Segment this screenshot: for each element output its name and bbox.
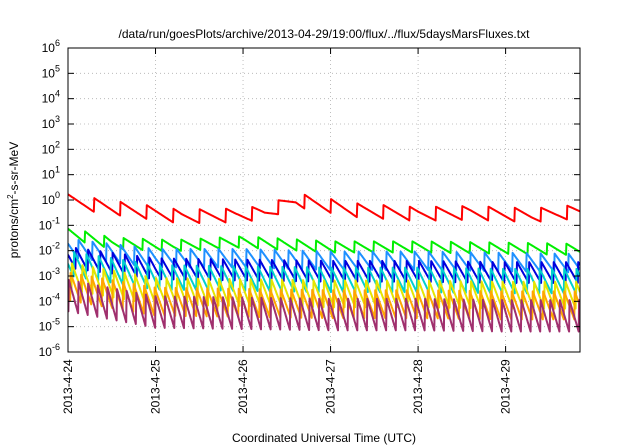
x-tick-label: 2013-4-25 xyxy=(149,359,163,414)
y-tick-label-base: 10 xyxy=(42,168,56,182)
y-tick-label-base: 10 xyxy=(39,320,53,334)
y-tick-label-exp: -2 xyxy=(52,241,60,251)
y-tick-label: 103 xyxy=(42,114,60,131)
y-tick-label-base: 10 xyxy=(39,269,53,283)
y-tick-label: 10-4 xyxy=(39,291,60,308)
y-tick-label-exp: -5 xyxy=(52,317,60,327)
y-tick-label: 10-1 xyxy=(39,215,60,232)
x-tick-label: 2013-4-26 xyxy=(236,359,250,414)
y-tick-label: 102 xyxy=(42,139,60,156)
y-tick-label: 106 xyxy=(42,38,60,55)
y-tick-label-exp: -1 xyxy=(52,215,60,225)
y-tick-label: 10-3 xyxy=(39,266,60,283)
y-tick-label-exp: -4 xyxy=(52,291,60,301)
series-line xyxy=(68,251,580,295)
series-group xyxy=(68,193,580,333)
y-tick-label-base: 10 xyxy=(42,66,56,80)
y-tick-label-exp: 1 xyxy=(55,165,60,175)
series-line xyxy=(68,193,580,224)
y-tick-label: 105 xyxy=(42,63,60,80)
y-tick-label-exp: 2 xyxy=(55,139,60,149)
y-tick-labels: 10-610-510-410-310-210-11001011021031041… xyxy=(39,38,60,359)
y-axis-label: protons/cm2-s-sr-MeV xyxy=(6,142,21,258)
x-axis-label: Coordinated Universal Time (UTC) xyxy=(232,431,416,445)
series-line xyxy=(68,279,580,333)
y-tick-label-exp: 3 xyxy=(55,114,60,124)
y-axis-label-rest: -s-sr-MeV xyxy=(7,142,21,195)
y-tick-label: 100 xyxy=(42,190,60,207)
x-tick-label: 2013-4-28 xyxy=(411,359,425,414)
y-tick-label-base: 10 xyxy=(42,41,56,55)
x-tick-label: 2013-4-29 xyxy=(499,359,513,414)
ticks xyxy=(67,47,580,353)
x-tick-labels: 2013-4-24 2013-4-25 2013-4-26 2013-4-27 2013… xyxy=(61,359,513,414)
y-tick-label-exp: 0 xyxy=(55,190,60,200)
y-tick-label: 10-2 xyxy=(39,241,60,258)
series-line xyxy=(68,271,580,321)
chart-title: /data/run/goesPlots/archive/2013-04-29/1… xyxy=(119,27,531,41)
y-tick-label-exp: 6 xyxy=(55,38,60,48)
y-tick-label-exp: 5 xyxy=(55,63,60,73)
y-tick-label-exp: 4 xyxy=(55,89,60,99)
y-tick-label: 10-5 xyxy=(39,317,60,334)
y-tick-label-exp: -3 xyxy=(52,266,60,276)
y-tick-label-exp: -6 xyxy=(52,342,60,352)
y-tick-label: 10-6 xyxy=(39,342,60,359)
y-tick-label-base: 10 xyxy=(42,117,56,131)
series-line xyxy=(68,262,580,310)
y-tick-label-base: 10 xyxy=(39,244,53,258)
y-tick-label-base: 10 xyxy=(42,142,56,156)
y-tick-label-base: 10 xyxy=(39,294,53,308)
y-tick-label-base: 10 xyxy=(42,193,56,207)
x-tick-label: 2013-4-24 xyxy=(61,359,75,414)
x-tick-label: 2013-4-27 xyxy=(324,359,338,414)
series-line xyxy=(68,227,580,256)
y-tick-label-base: 10 xyxy=(39,345,53,359)
y-axis-label-base: protons/cm xyxy=(7,199,21,258)
y-axis-label-sup: 2 xyxy=(6,194,15,199)
y-tick-label: 104 xyxy=(42,89,60,106)
y-tick-label-base: 10 xyxy=(42,92,56,106)
y-tick-label-base: 10 xyxy=(39,218,53,232)
y-tick-label: 101 xyxy=(42,165,60,182)
series-line xyxy=(68,247,580,284)
